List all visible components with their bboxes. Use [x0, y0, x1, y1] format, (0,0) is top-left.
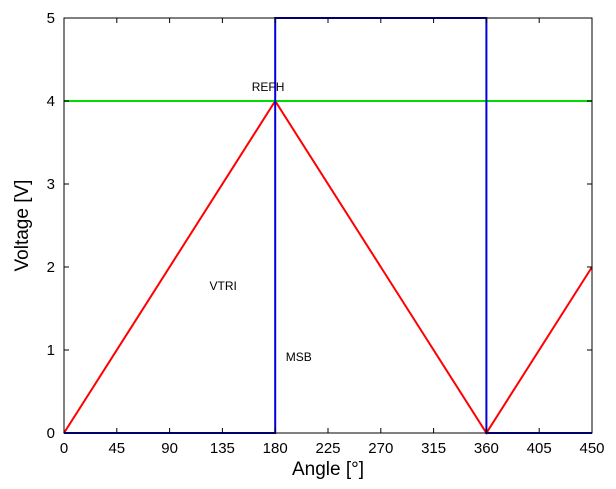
x-tick-label: 0: [60, 440, 68, 457]
y-tick-label: 2: [47, 259, 55, 276]
x-tick-label: 360: [474, 440, 499, 457]
x-tick-label: 315: [421, 440, 446, 457]
x-tick-label: 450: [579, 440, 604, 457]
plot-frame: [63, 17, 593, 434]
annotation-layer: REFH VTRI MSB: [209, 80, 311, 364]
x-tick-label: 405: [527, 440, 552, 457]
annotation-refh: REFH: [252, 80, 285, 94]
y-tick-label: 4: [47, 93, 55, 110]
x-axis-title: Angle [°]: [292, 459, 364, 480]
x-tick-label: 270: [368, 440, 393, 457]
x-tick-label: 90: [161, 440, 178, 457]
y-axis-title: Voltage [V]: [12, 180, 33, 272]
y-tick-label: 3: [47, 176, 55, 193]
x-tick-label: 135: [210, 440, 235, 457]
series-line-vtri: [63, 99, 593, 435]
y-tick-label: 1: [47, 342, 55, 359]
axes-layer: [63, 17, 593, 434]
x-tick-label: 45: [108, 440, 125, 457]
annotation-msb: MSB: [286, 350, 312, 364]
y-tick-label: 5: [47, 10, 55, 27]
series-layer: [63, 17, 593, 435]
annotation-vtri: VTRI: [209, 279, 236, 293]
y-tick-label: 0: [47, 425, 55, 442]
series-line-msb: [64, 17, 592, 434]
x-tick-label: 225: [315, 440, 340, 457]
x-tick-label: 180: [263, 440, 288, 457]
